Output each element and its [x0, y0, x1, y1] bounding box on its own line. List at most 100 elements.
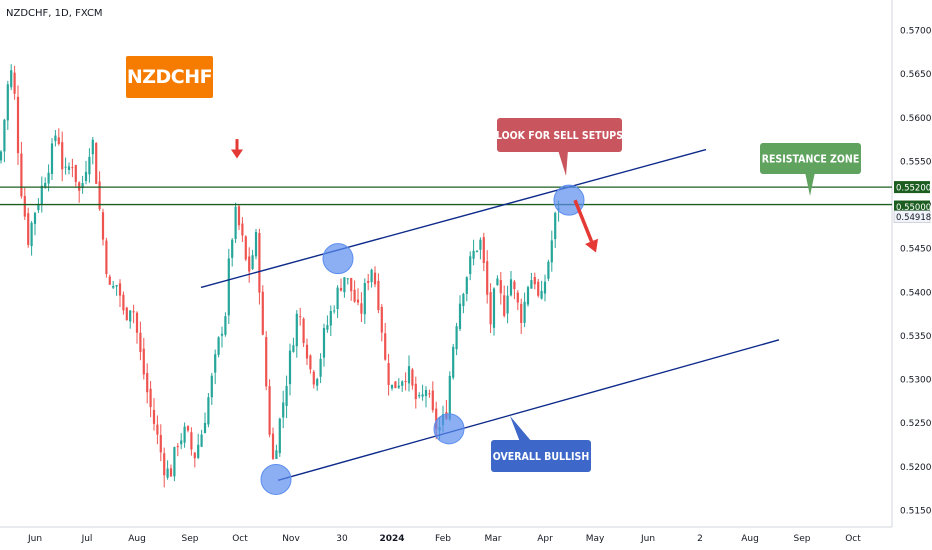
x-tick-label: Nov [282, 534, 300, 544]
symbol-badge: NZDCHF [126, 56, 213, 98]
price-axis: 0.570000.565000.560000.555000.550000.545… [900, 27, 932, 517]
candle-body [105, 240, 108, 275]
candle-body [81, 183, 84, 189]
candle-body [288, 350, 292, 385]
sell-callout-box [497, 118, 622, 152]
candle-body [166, 468, 169, 478]
candle-body [503, 295, 506, 316]
candle-body [516, 292, 519, 303]
candle-body [509, 279, 513, 296]
candle-body [475, 250, 479, 252]
candle-body [428, 393, 431, 395]
candle-body [241, 223, 244, 236]
candle-body [499, 280, 502, 294]
candle-body [61, 142, 64, 170]
candle-body [234, 206, 237, 239]
candle-body [30, 222, 33, 247]
candle-body [486, 261, 489, 295]
candle-body [448, 375, 451, 420]
candle-body [6, 84, 9, 121]
candle-body [95, 143, 98, 184]
candle-body [452, 346, 455, 378]
candle-body [336, 287, 339, 310]
candle-body [407, 366, 411, 384]
price-label-text: 0.54918 [896, 213, 931, 223]
price-label: 0.55200 [894, 181, 931, 194]
candle-body [526, 287, 530, 305]
candle-body [543, 281, 547, 294]
candle-body [254, 231, 258, 257]
price-label-box [894, 200, 930, 213]
candle-body [489, 292, 492, 325]
candle-body [214, 354, 217, 373]
candle-body [237, 206, 241, 226]
bullish-callout-label: OVERALL BULLISH [493, 451, 590, 463]
candle-body [496, 278, 499, 286]
candle-body [309, 355, 312, 370]
candle-body [33, 212, 37, 224]
candle-body [44, 182, 47, 188]
candle-body [414, 383, 417, 400]
candle-body [142, 348, 145, 375]
candle-body [482, 237, 485, 263]
candle-body [455, 326, 458, 350]
x-tick-label: Sep [182, 534, 199, 544]
x-tick-label: Jul [81, 534, 93, 544]
candle-body [278, 418, 281, 454]
x-tick-label: Jun [27, 534, 42, 544]
candle-body [231, 239, 234, 258]
candle-body [200, 434, 203, 447]
candle-body [339, 287, 343, 291]
sell-arrow-head [585, 238, 599, 253]
candle-body [251, 255, 254, 269]
candle-body [203, 422, 207, 433]
candle-body [54, 135, 57, 142]
down-arrow-head [231, 149, 243, 159]
y-tick-label: 0.51500 [900, 507, 932, 517]
candle-body [176, 445, 179, 448]
candle-body [472, 250, 475, 259]
candle-body [513, 281, 516, 290]
candle-body [370, 269, 373, 283]
candle-body [305, 344, 309, 359]
candle-body [268, 386, 271, 435]
candle-body [227, 258, 230, 316]
candle-body [217, 337, 220, 355]
x-tick-label: 30 [336, 534, 348, 544]
resistance-callout-pointer [805, 172, 815, 196]
candle-body [139, 332, 142, 352]
candle-body [530, 280, 533, 289]
candle-body [418, 395, 421, 397]
candle-body [47, 172, 50, 184]
channel-upper-line [200, 148, 707, 289]
time-axis: Jun Jul Aug Sep Oct Nov 30 2024 Feb Mar Apr May Jun 2… [27, 534, 861, 544]
resistance-zone-lines [0, 186, 892, 206]
candle-body [275, 450, 278, 459]
channel-lower-line [277, 339, 780, 482]
x-tick-label: Aug [128, 534, 146, 544]
candle-body [380, 306, 383, 333]
channel-lines [200, 148, 780, 482]
candle-body [10, 70, 13, 88]
candle-body [23, 195, 26, 217]
candle-body [88, 156, 91, 175]
candle-body [74, 164, 77, 182]
candle-body [554, 212, 557, 240]
resistance-callout-box [760, 143, 861, 174]
x-tick-label: Feb [435, 534, 451, 544]
candle-body [163, 453, 166, 476]
candle-body [373, 272, 377, 285]
candle-body [84, 171, 88, 181]
candle-body [458, 303, 462, 329]
candle-body [125, 307, 128, 321]
candle-body [16, 96, 20, 154]
candles [0, 64, 560, 488]
touch-circle [322, 243, 354, 275]
candle-body [118, 283, 122, 296]
